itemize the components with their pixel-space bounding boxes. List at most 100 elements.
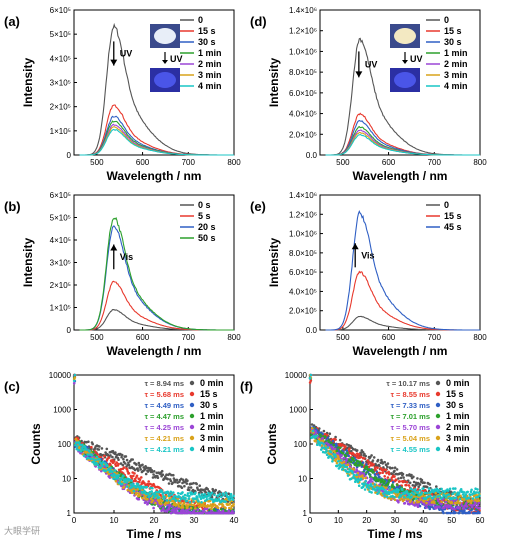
data-point: [411, 488, 415, 492]
data-point: [224, 500, 227, 504]
inset-arrowhead: [162, 60, 168, 64]
data-point: [327, 439, 330, 442]
x-tick-label: 500: [336, 333, 350, 342]
y-tick-label: 1000: [53, 406, 71, 415]
data-point: [140, 476, 143, 479]
data-point: [85, 448, 88, 451]
data-point: [189, 486, 193, 489]
x-tick-label: 800: [473, 158, 487, 167]
data-point: [475, 491, 479, 494]
data-point: [111, 470, 114, 474]
data-point: [464, 493, 468, 496]
data-point: [357, 484, 361, 488]
data-point: [340, 464, 343, 467]
y-axis-label: Counts: [265, 423, 279, 465]
data-point: [458, 501, 462, 505]
data-point: [384, 468, 388, 472]
data-point: [109, 454, 112, 457]
data-point: [224, 491, 228, 495]
data-point: [188, 500, 192, 504]
x-axis-label: Time / ms: [367, 527, 422, 541]
data-point: [370, 478, 373, 481]
legend-marker: [189, 435, 195, 441]
data-point: [364, 454, 368, 458]
data-point: [135, 485, 138, 489]
data-point: [79, 450, 83, 453]
data-point: [200, 501, 203, 504]
data-point: [454, 496, 458, 500]
data-point: [107, 472, 110, 476]
data-point: [322, 443, 326, 446]
data-point: [125, 485, 129, 488]
data-point: [454, 501, 457, 505]
data-point: [425, 501, 428, 505]
x-tick-label: 800: [473, 333, 487, 342]
data-point: [402, 476, 405, 479]
legend-label: 4 min: [446, 444, 470, 454]
data-point: [232, 511, 235, 515]
data-point: [106, 464, 109, 468]
data-point: [124, 462, 127, 465]
data-point: [140, 485, 143, 488]
data-point: [478, 506, 481, 510]
data-point: [120, 482, 124, 486]
data-point: [91, 442, 94, 446]
data-point: [138, 478, 142, 482]
y-tick-label: 0.0: [306, 151, 318, 160]
panel-label: (e): [250, 199, 266, 214]
legend-label: 3 min: [444, 70, 468, 80]
series-points: [72, 373, 235, 504]
legend-marker: [189, 424, 195, 430]
data-point: [371, 468, 374, 472]
tau-label: τ = 4.55 ms: [391, 445, 430, 454]
legend-marker: [435, 391, 441, 397]
data-point: [399, 497, 403, 501]
data-point: [109, 466, 112, 470]
y-tick-label: 1: [303, 509, 308, 518]
data-point: [391, 466, 394, 470]
data-point: [466, 490, 470, 494]
y-tick-label: 2.0×10⁵: [289, 130, 317, 139]
data-point: [141, 491, 144, 495]
data-point: [210, 507, 213, 511]
data-point: [452, 496, 456, 500]
data-point: [365, 465, 369, 469]
x-tick-label: 500: [90, 333, 104, 342]
data-point: [378, 483, 382, 487]
data-point: [397, 501, 400, 504]
y-tick-label: 3×10⁵: [50, 259, 71, 268]
annotation-label: Vis: [120, 252, 133, 262]
data-point: [180, 497, 183, 501]
series-line: [325, 133, 480, 156]
data-point: [334, 438, 337, 441]
data-point: [315, 434, 319, 438]
x-tick-label: 40: [419, 516, 428, 525]
data-point: [418, 504, 422, 508]
data-point: [374, 488, 378, 492]
data-point: [442, 494, 446, 497]
data-point: [393, 475, 396, 478]
data-point: [420, 478, 424, 482]
data-point: [323, 435, 327, 438]
y-tick-label: 6×10⁵: [50, 6, 71, 15]
data-point: [451, 492, 455, 496]
data-point: [198, 484, 201, 488]
data-point: [330, 445, 334, 449]
data-point: [412, 475, 415, 479]
data-point: [196, 508, 200, 512]
legend-label: 15 s: [198, 26, 216, 36]
data-point: [165, 510, 169, 513]
data-point: [416, 505, 420, 509]
data-point: [160, 469, 164, 473]
data-point: [422, 500, 426, 503]
legend-label: 1 min: [444, 48, 468, 58]
y-tick-label: 10000: [49, 371, 72, 380]
data-point: [176, 511, 179, 515]
y-tick-label: 8.0×10⁵: [289, 68, 317, 77]
annotation-arrowhead: [110, 244, 118, 251]
data-point: [389, 497, 393, 501]
inset-photo-sample: [154, 72, 176, 88]
data-point: [126, 488, 129, 492]
data-point: [381, 478, 385, 481]
data-point: [321, 439, 325, 443]
